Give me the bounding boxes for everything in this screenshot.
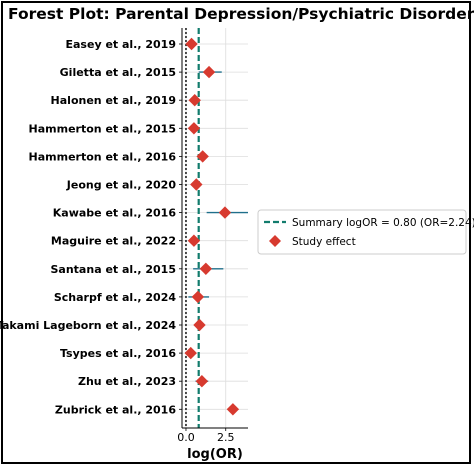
study-markers <box>184 37 240 416</box>
axes: 0.0 2.5 log(OR) <box>177 28 248 462</box>
study-label: Tsypes et al., 2016 <box>60 347 176 360</box>
study-labels: Easey et al., 2019 Giletta et al., 2015 Ha… <box>0 38 176 416</box>
study-label: Zubrick et al., 2016 <box>55 403 176 416</box>
legend-box <box>257 209 467 255</box>
reference-lines <box>185 28 200 428</box>
study-marker <box>187 122 201 135</box>
study-marker <box>196 150 209 163</box>
study-label: Zhu et al., 2023 <box>78 375 176 388</box>
study-label: Jeong et al., 2020 <box>66 179 177 192</box>
study-label: Santana et al., 2015 <box>51 263 177 276</box>
study-marker <box>199 262 213 275</box>
study-marker <box>218 206 232 219</box>
x-tick-label: 2.5 <box>217 431 235 444</box>
study-marker <box>193 318 206 332</box>
study-marker <box>190 178 203 191</box>
x-axis-label: log(OR) <box>187 447 243 462</box>
legend: Summary logOR = 0.80 (OR=2.24) Study effe… <box>257 209 474 255</box>
study-label: Easey et al., 2019 <box>66 38 177 51</box>
study-label: Hammerton et al., 2016 <box>29 150 177 163</box>
study-marker <box>188 94 201 107</box>
study-label: Halonen et al., 2019 <box>51 94 176 107</box>
study-marker <box>187 234 201 247</box>
legend-study-label: Study effect <box>292 236 356 248</box>
study-marker <box>184 346 197 360</box>
study-marker <box>195 375 209 388</box>
study-label: Hammerton et al., 2015 <box>29 122 176 135</box>
chart-title: Forest Plot: Parental Depression/Psychia… <box>8 5 474 23</box>
study-marker <box>202 65 216 79</box>
study-label: Giletta et al., 2015 <box>60 66 176 79</box>
study-marker <box>226 403 240 416</box>
study-label: Maguire et al., 2022 <box>51 235 176 248</box>
legend-summary-label: Summary logOR = 0.80 (OR=2.24) <box>292 217 474 229</box>
study-label: Kawabe et al., 2016 <box>53 207 177 220</box>
study-label: Takami Lageborn et al., 2024 <box>0 319 176 332</box>
study-marker <box>191 290 205 304</box>
study-label: Scharpf et al., 2024 <box>54 291 177 304</box>
x-tick-label: 0.0 <box>177 431 195 444</box>
study-marker <box>185 37 198 51</box>
grid-layer <box>182 28 248 428</box>
legend-study-swatch <box>269 235 281 247</box>
